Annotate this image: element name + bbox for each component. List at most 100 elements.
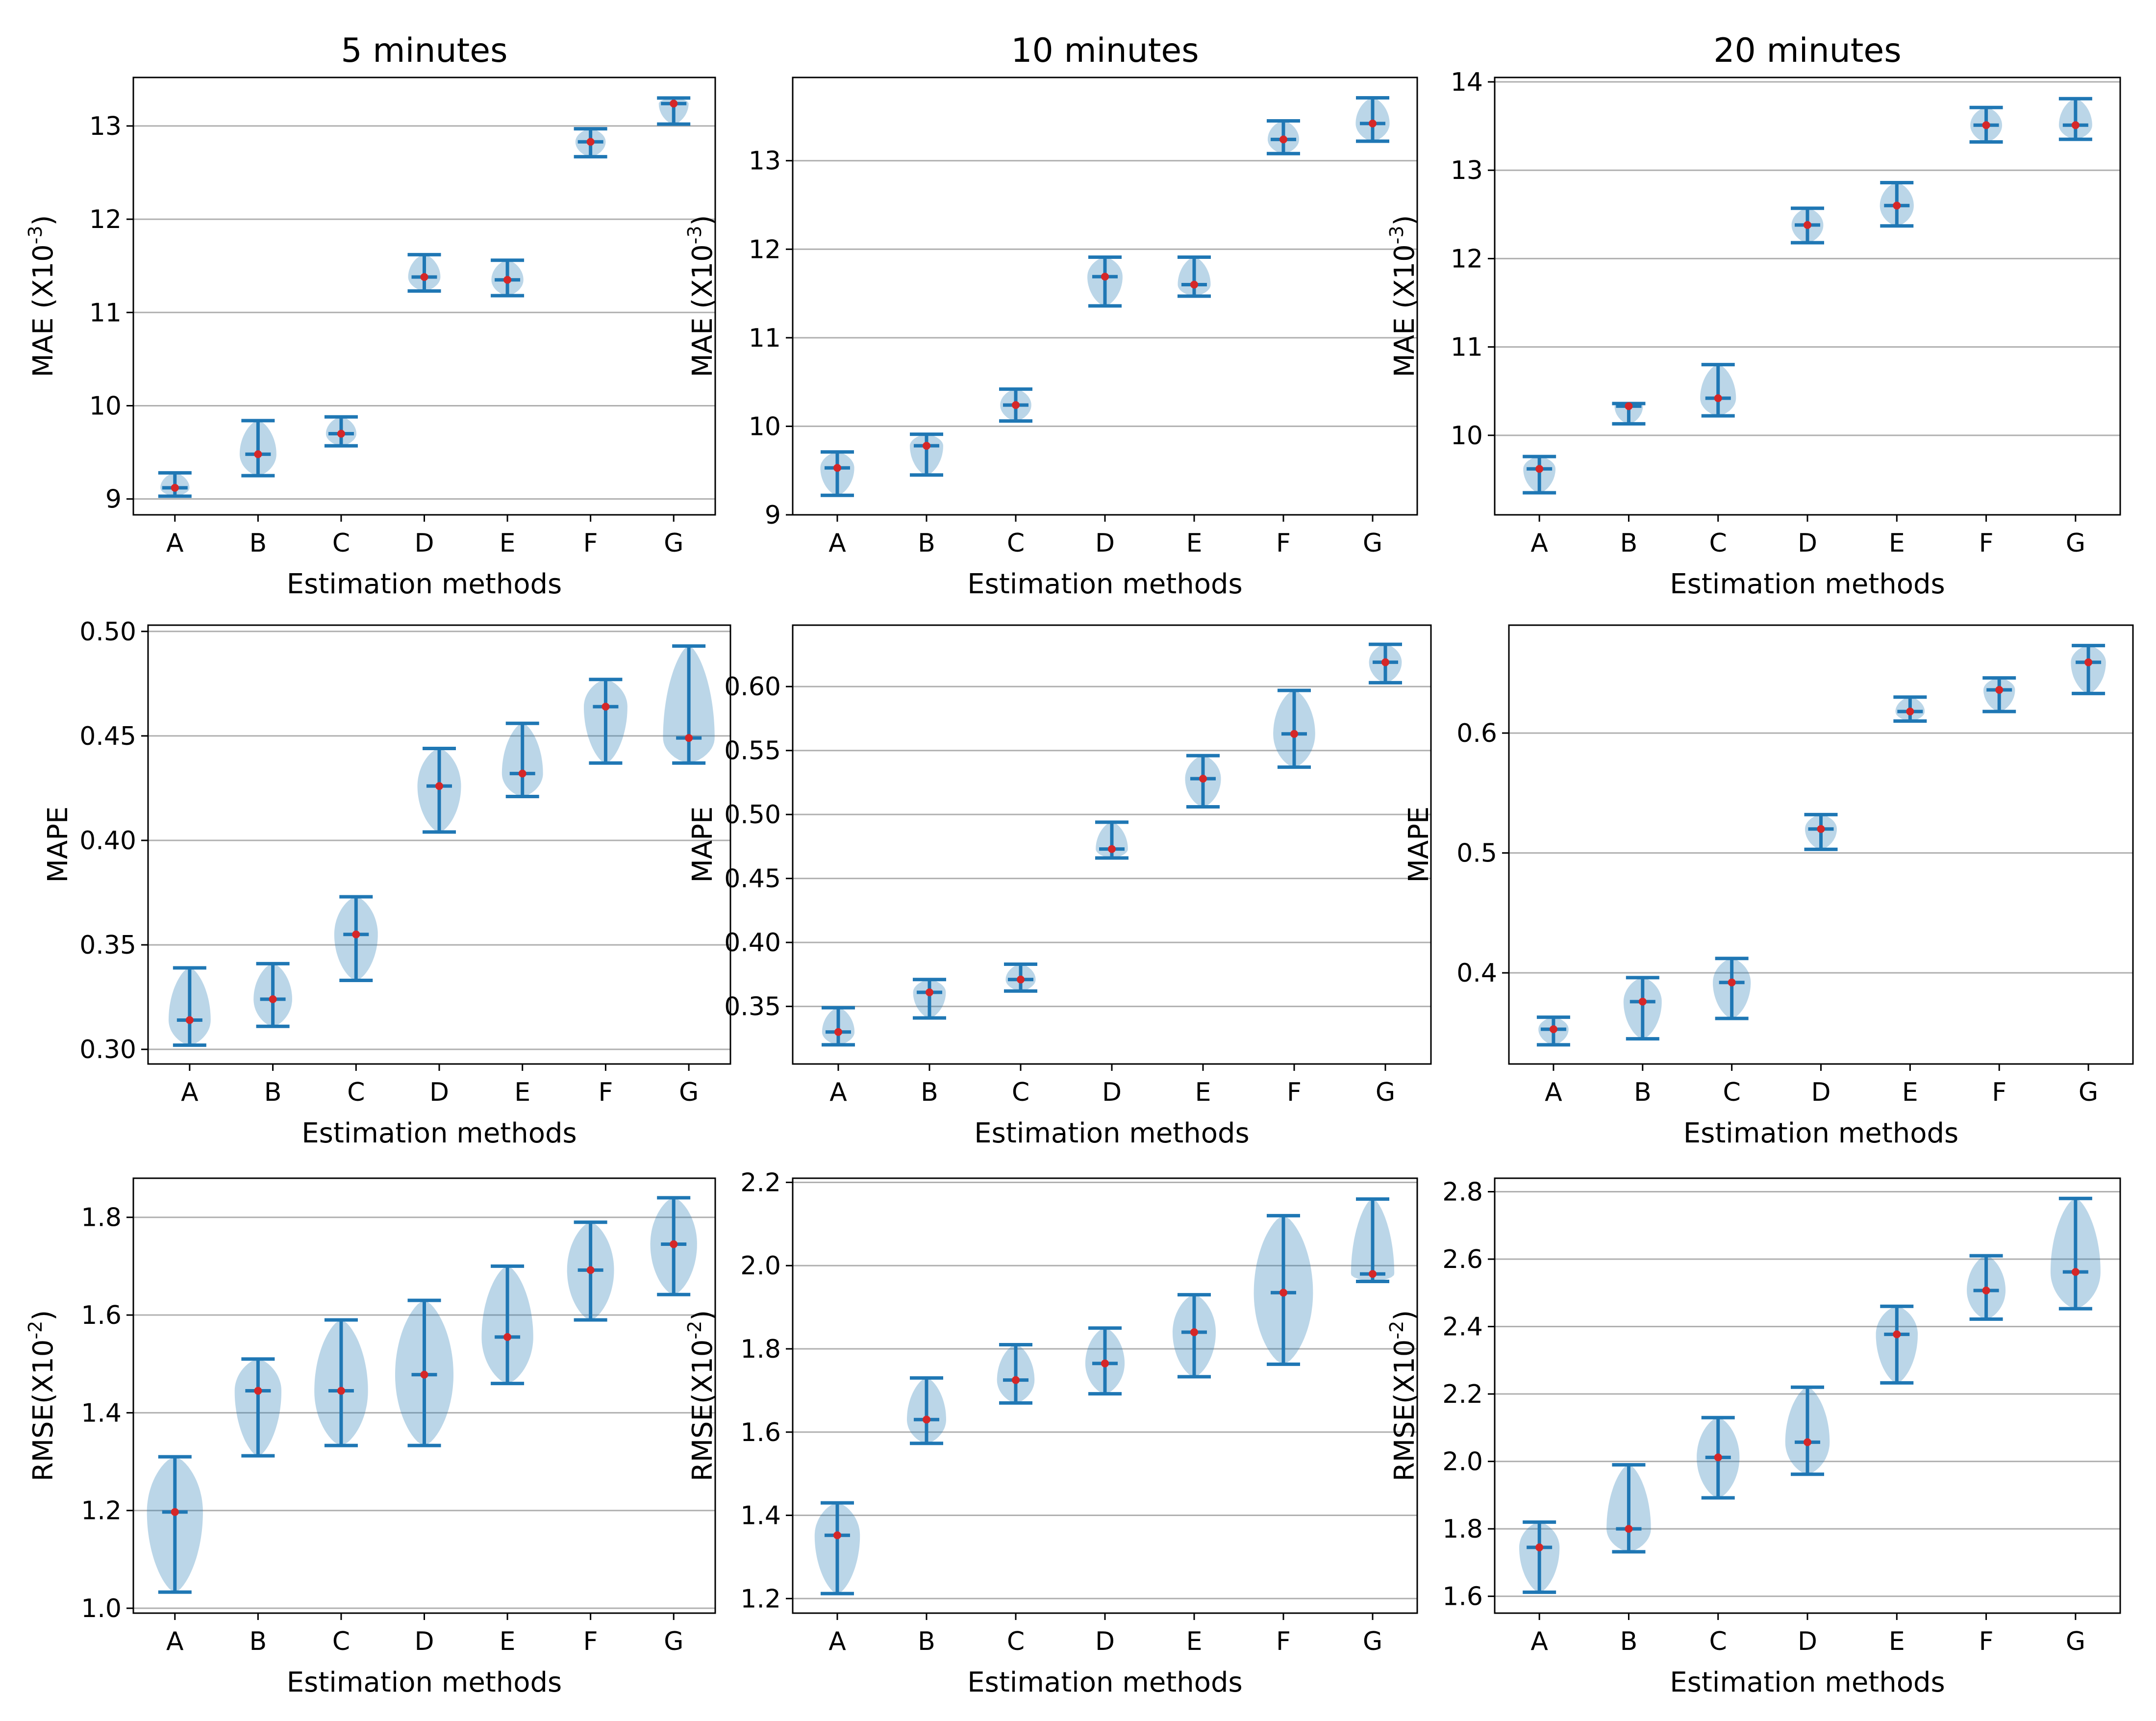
y-tick-label: 10 — [89, 391, 122, 421]
y-axis-label: MAPE — [42, 807, 74, 883]
subplot-mape-20: 0.4 0.5 0.6 A B C D E F G Estimation methods MAPE — [1403, 624, 2134, 1149]
violin-F — [584, 678, 627, 765]
median-dot-E — [1893, 1330, 1901, 1339]
median-dot-D — [435, 782, 443, 790]
violin-E — [481, 1264, 533, 1386]
x-axis-label: Estimation methods — [1670, 1667, 1945, 1698]
violin-B — [910, 432, 943, 477]
median-dot-E — [518, 769, 526, 778]
y-tick-label: 0.50 — [724, 800, 781, 830]
violin-E — [1876, 1304, 1918, 1385]
violin-B — [913, 978, 946, 1020]
y-tick-label: 0.45 — [79, 722, 136, 751]
subplot-mae-20: 10 11 12 13 14 A B C D E F G Estimation methods MAE (… — [1386, 31, 2121, 600]
violin-F — [1982, 676, 2016, 713]
violin-D — [417, 746, 461, 834]
x-tick-label-A: A — [828, 529, 846, 558]
y-tick-label: 1.4 — [81, 1398, 122, 1428]
y-tick-label: 0.45 — [724, 864, 781, 894]
median-dot-C — [1017, 975, 1025, 984]
violin-D — [407, 253, 441, 293]
x-tick-label-A: A — [1530, 529, 1548, 558]
x-axis-label: Estimation methods — [974, 1117, 1249, 1149]
x-tick-label-B: B — [1634, 1078, 1652, 1107]
y-tick-label: 0.4 — [1456, 959, 1497, 988]
x-tick-label-G: G — [2079, 1078, 2098, 1107]
y-tick-label: 1.8 — [740, 1335, 781, 1364]
median-dot-C — [1714, 394, 1722, 403]
violin-G — [2071, 644, 2106, 695]
axes-frame — [1508, 624, 2134, 1065]
y-tick-label: 1.2 — [81, 1496, 122, 1526]
y-tick-label: 2.0 — [740, 1251, 781, 1281]
median-dot-F — [1982, 121, 1990, 129]
axes-frame — [147, 624, 731, 1065]
median-dot-F — [586, 1266, 595, 1274]
violin-B — [239, 419, 276, 478]
median-dot-E — [1199, 775, 1207, 783]
median-dot-C — [1012, 1376, 1020, 1384]
median-dot-G — [2071, 1268, 2080, 1276]
violin-E — [1893, 695, 1927, 723]
x-axis-label: Estimation methods — [287, 1667, 562, 1698]
median-dot-A — [834, 1028, 842, 1036]
x-tick-label-C: C — [332, 529, 350, 558]
median-dot-B — [254, 1387, 262, 1395]
median-dot-C — [1714, 1453, 1722, 1462]
x-tick-label-D: D — [1798, 1627, 1817, 1656]
y-axis-label: RMSE(X10-2) — [25, 1310, 59, 1481]
median-dot-D — [1101, 273, 1109, 281]
x-tick-label-D: D — [429, 1078, 449, 1107]
x-tick-label-F: F — [1287, 1078, 1302, 1107]
x-tick-label-D: D — [1095, 529, 1115, 558]
median-dot-A — [833, 464, 841, 472]
y-tick-label: 2.8 — [1442, 1178, 1483, 1207]
x-tick-label-F: F — [1276, 1627, 1291, 1656]
median-dot-A — [833, 1531, 841, 1540]
y-tick-label: 0.50 — [79, 617, 136, 647]
median-dot-E — [1190, 280, 1198, 289]
y-tick-label: 1.8 — [81, 1203, 122, 1233]
x-tick-label-F: F — [598, 1078, 613, 1107]
x-tick-label-C: C — [1723, 1078, 1740, 1107]
violin-E — [1185, 754, 1221, 809]
y-tick-label: 10 — [1451, 421, 1483, 451]
median-dot-A — [1535, 1543, 1544, 1551]
median-dot-G — [1369, 1270, 1377, 1278]
x-tick-label-G: G — [679, 1078, 699, 1107]
violin-B — [907, 1376, 946, 1445]
violin-E — [1178, 255, 1211, 298]
y-tick-label: 14 — [1451, 68, 1483, 97]
y-tick-label: 11 — [89, 298, 122, 328]
median-dot-F — [602, 703, 610, 711]
violin-D — [1785, 1385, 1830, 1476]
x-tick-label-G: G — [664, 529, 683, 558]
subplot-rmse-5: 1.0 1.2 1.4 1.6 1.8 A B C D E F G Estimation methods… — [25, 1177, 716, 1698]
subplot-rmse-10: 1.2 1.4 1.6 1.8 2.0 2.2 A B C D E F G Estimation meth… — [684, 1168, 1418, 1698]
median-dot-G — [670, 100, 678, 108]
violin-G — [2050, 1196, 2101, 1311]
y-tick-label: 9 — [765, 501, 781, 530]
violin-B — [1612, 402, 1646, 426]
violin-A — [168, 966, 211, 1047]
column-title: 10 minutes — [1011, 31, 1199, 70]
violin-G — [1351, 1197, 1395, 1284]
x-tick-label-F: F — [583, 1627, 598, 1656]
violin-A — [147, 1455, 203, 1594]
y-tick-label: 0.40 — [724, 928, 781, 958]
violin-A — [158, 471, 192, 498]
x-tick-label-E: E — [514, 1078, 530, 1107]
axes-frame — [132, 76, 716, 516]
y-tick-label: 12 — [1451, 244, 1483, 274]
violin-A — [1519, 1520, 1560, 1594]
violin-E — [1880, 180, 1914, 228]
x-tick-label-B: B — [921, 1078, 938, 1107]
x-tick-label-D: D — [414, 529, 434, 558]
violin-F — [567, 1220, 614, 1322]
y-axis-label: RMSE(X10-2) — [684, 1310, 719, 1481]
y-tick-label: 2.2 — [740, 1168, 781, 1197]
median-dot-C — [1012, 401, 1020, 409]
median-dot-E — [1893, 202, 1901, 210]
y-tick-label: 11 — [749, 324, 781, 353]
x-axis-label: Estimation methods — [1670, 568, 1945, 600]
